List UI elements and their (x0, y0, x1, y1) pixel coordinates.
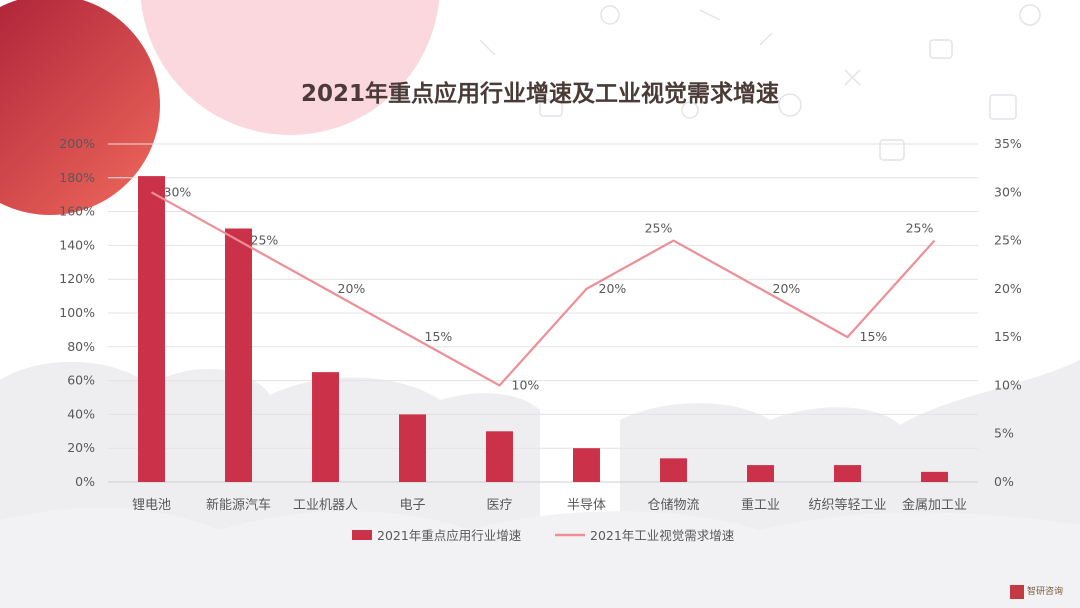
bar-6 (660, 458, 687, 482)
line-data-label: 15% (425, 329, 453, 344)
y-left-tick-label: 0% (75, 474, 95, 489)
y-left-tick-label: 140% (59, 237, 95, 252)
red-gradient-circle-decoration (0, 0, 160, 215)
y-left-tick-label: 160% (59, 204, 95, 219)
x-tick-label: 金属加工业 (902, 497, 967, 513)
y-left-tick-label: 20% (67, 440, 95, 455)
bar-1 (225, 228, 252, 482)
y-right-tick-label: 0% (994, 474, 1014, 489)
bar-4 (486, 431, 513, 482)
y-left-tick-label: 180% (59, 170, 95, 185)
y-right-tick-label: 25% (994, 233, 1022, 248)
x-tick-label: 医疗 (486, 498, 512, 513)
brand-logo-text: 智研咨询 (1027, 586, 1064, 597)
y-left-tick-label: 40% (67, 406, 95, 421)
x-tick-label: 锂电池 (132, 498, 171, 513)
line-data-label: 15% (860, 329, 888, 344)
cloud-decoration-bottom (0, 507, 1080, 608)
bar-2 (312, 372, 339, 482)
legend-bar-swatch (352, 530, 372, 540)
x-tick-label: 新能源汽车 (206, 497, 271, 513)
y-right-tick-label: 15% (994, 329, 1022, 344)
x-tick-label: 重工业 (741, 497, 780, 513)
x-tick-label: 工业机器人 (293, 498, 358, 513)
bar-8 (834, 465, 861, 482)
y-right-tick-label: 10% (994, 377, 1022, 392)
chart-title: 2021年重点应用行业增速及工业视觉需求增速 (300, 81, 779, 107)
y-left-tick-label: 80% (67, 339, 95, 354)
x-tick-label: 纺织等轻工业 (808, 497, 886, 513)
legend-bar-label: 2021年重点应用行业增速 (377, 528, 522, 543)
line-data-label: 20% (338, 281, 366, 296)
x-tick-label: 电子 (399, 498, 425, 513)
bar-5 (573, 448, 600, 482)
line-data-label: 10% (512, 377, 540, 392)
y-right-tick-label: 35% (994, 136, 1022, 151)
line-data-label: 25% (645, 221, 673, 236)
y-left-tick-label: 60% (67, 373, 95, 388)
sketch-doodles (479, 4, 1041, 161)
brand-logo: 智研咨询 (1010, 582, 1072, 602)
bar-7 (747, 465, 774, 482)
y-left-tick-label: 120% (59, 271, 95, 286)
line-data-label: 20% (599, 281, 627, 296)
x-tick-label: 仓储物流 (647, 498, 699, 513)
x-tick-label: 半导体 (567, 498, 606, 513)
y-right-tick-label: 30% (994, 184, 1022, 199)
bar-3 (399, 414, 426, 482)
line-data-label: 30% (164, 184, 192, 199)
line-series (150, 191, 936, 387)
line-data-label: 25% (251, 233, 279, 248)
pink-circle-decoration (140, 0, 440, 135)
y-left-tick-label: 100% (59, 305, 95, 320)
y-left-tick-label: 200% (59, 136, 95, 151)
line-data-label: 25% (906, 221, 934, 236)
brand-logo-icon (1010, 585, 1024, 599)
legend-line-label: 2021年工业视觉需求增速 (590, 528, 735, 543)
y-right-tick-label: 20% (994, 281, 1022, 296)
bar-0 (138, 176, 165, 483)
y-right-tick-label: 5% (994, 426, 1014, 441)
line-data-label: 20% (773, 281, 801, 296)
bar-9 (921, 471, 948, 482)
